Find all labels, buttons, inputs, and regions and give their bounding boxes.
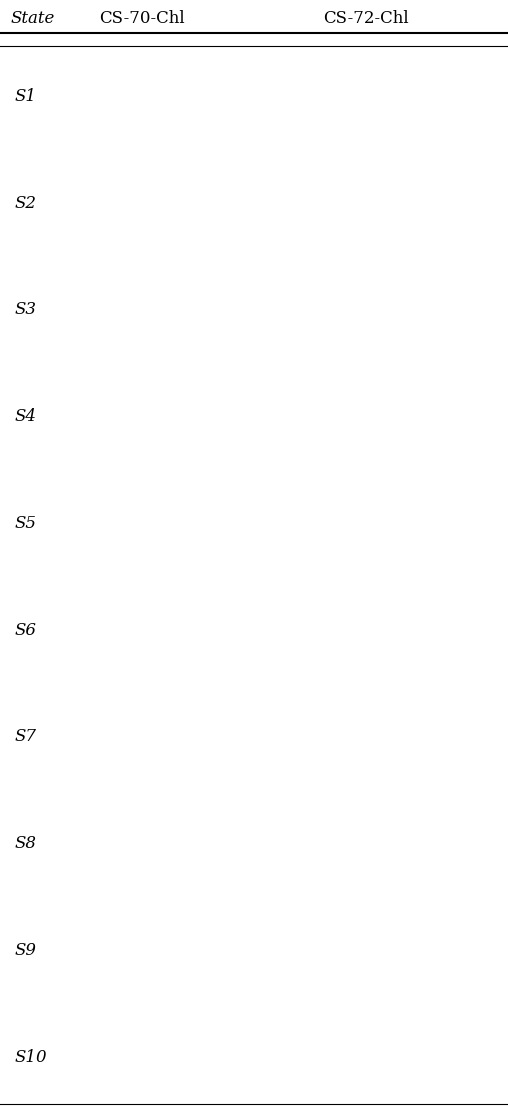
Bar xyxy=(58,477,251,571)
Bar xyxy=(58,584,251,677)
Text: S4: S4 xyxy=(14,408,36,425)
Text: S6: S6 xyxy=(14,622,36,638)
Bar xyxy=(58,796,251,890)
Bar xyxy=(58,1011,251,1104)
Bar xyxy=(58,904,251,998)
Text: S7: S7 xyxy=(14,729,36,745)
Bar xyxy=(262,904,505,998)
Text: S1: S1 xyxy=(14,88,36,105)
Bar xyxy=(58,50,251,144)
Bar xyxy=(262,157,505,250)
Bar xyxy=(262,796,505,890)
Bar xyxy=(262,50,505,144)
Text: CS-70-Chl: CS-70-Chl xyxy=(100,10,185,28)
Text: State: State xyxy=(10,10,54,28)
Bar xyxy=(262,477,505,571)
Bar xyxy=(58,157,251,250)
Bar xyxy=(262,690,505,783)
Bar xyxy=(262,1011,505,1104)
Text: CS-72-Chl: CS-72-Chl xyxy=(323,10,408,28)
Text: S8: S8 xyxy=(14,835,36,852)
Bar xyxy=(262,369,505,463)
Text: S5: S5 xyxy=(14,515,36,532)
Text: S10: S10 xyxy=(14,1048,47,1065)
Text: S2: S2 xyxy=(14,195,36,211)
Bar xyxy=(262,584,505,677)
Bar xyxy=(262,263,505,357)
Bar xyxy=(58,263,251,357)
Text: S9: S9 xyxy=(14,942,36,959)
Bar xyxy=(58,690,251,783)
Bar xyxy=(58,369,251,463)
Text: S3: S3 xyxy=(14,302,36,319)
